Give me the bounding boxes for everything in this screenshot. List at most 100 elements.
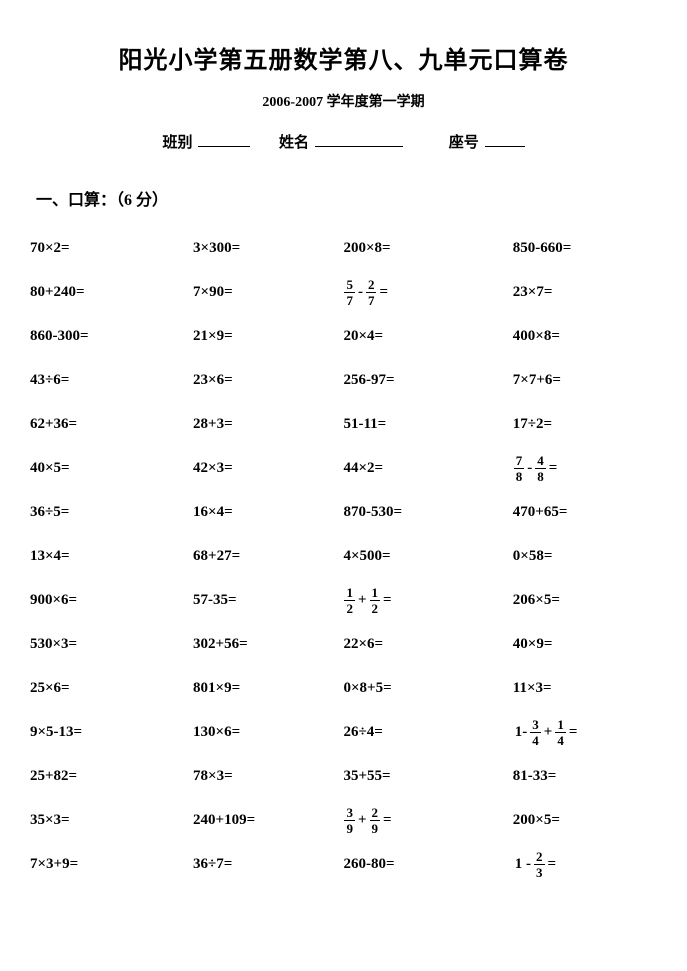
problem-cell: 470+65= <box>513 490 657 534</box>
problem-cell: 28+3= <box>193 402 343 446</box>
problem-fraction-expr: 57 - 27 = <box>343 278 390 307</box>
table-row: 62+36=28+3=51-11=17÷2= <box>30 402 657 446</box>
problem-text: 43÷6= <box>30 372 69 389</box>
problem-cell: 260-80= <box>343 842 512 886</box>
problem-cell: 22×6= <box>343 622 512 666</box>
problem-cell: 860-300= <box>30 314 193 358</box>
problem-cell: 78 - 48 = <box>513 446 657 490</box>
problem-cell: 57 - 27 = <box>343 270 512 314</box>
problem-text: 20×4= <box>343 328 383 345</box>
fraction: 23 <box>534 850 545 879</box>
problem-cell: 35+55= <box>343 754 512 798</box>
problem-cell: 12 + 12 = <box>343 578 512 622</box>
problem-text: 9×5-13= <box>30 724 82 741</box>
problems-table: 70×2=3×300=200×8=850-660=80+240=7×90=57 … <box>30 226 657 886</box>
problem-text: 80+240= <box>30 284 85 301</box>
problem-cell: 4×500= <box>343 534 512 578</box>
operator-text: = <box>381 812 394 829</box>
operator-text: = <box>567 724 580 741</box>
problem-text: 256-97= <box>343 372 394 389</box>
worksheet-page: 阳光小学第五册数学第八、九单元口算卷 2006-2007 学年度第一学期 班别 … <box>0 0 687 926</box>
table-row: 35×3= 240+109= 39 + 29 = 200×5= <box>30 798 657 842</box>
fraction: 12 <box>344 586 355 615</box>
problem-cell: 1- 34 + 14 = <box>513 710 657 754</box>
problem-cell: 42×3= <box>193 446 343 490</box>
class-blank[interactable] <box>198 132 250 147</box>
problem-cell: 13×4= <box>30 534 193 578</box>
problem-text: 70×2= <box>30 240 70 257</box>
problem-cell: 400×8= <box>513 314 657 358</box>
problem-cell: 23×6= <box>193 358 343 402</box>
table-row: 25×6=801×9=0×8+5=11×3= <box>30 666 657 710</box>
problem-cell: 0×8+5= <box>343 666 512 710</box>
problem-text: 23×6= <box>193 372 233 389</box>
problem-text: 21×9= <box>193 328 233 345</box>
problem-cell: 130×6= <box>193 710 343 754</box>
problem-cell: 870-530= <box>343 490 512 534</box>
problem-text: 78×3= <box>193 768 233 785</box>
problem-fraction-expr: 39 + 29 = <box>343 806 393 835</box>
problem-cell: 80+240= <box>30 270 193 314</box>
problem-text: 870-530= <box>343 504 402 521</box>
problem-text: 0×8+5= <box>343 680 391 697</box>
problem-text: 13×4= <box>30 548 70 565</box>
problem-fraction-expr: 78 - 48 = <box>513 454 560 483</box>
problem-text: 28+3= <box>193 416 233 433</box>
table-row: 900×6=57-35=12 + 12 =206×5= <box>30 578 657 622</box>
problem-text: 40×9= <box>513 636 553 653</box>
operator-text: - <box>525 460 534 477</box>
problem-text: 7×7+6= <box>513 372 561 389</box>
operator-text: = <box>377 284 390 301</box>
table-row: 80+240=7×90=57 - 27 =23×7= <box>30 270 657 314</box>
problem-text: 42×3= <box>193 460 233 477</box>
table-row: 530×3= 302+56= 22×6= 40×9= <box>30 622 657 666</box>
problem-cell: 530×3= <box>30 622 193 666</box>
fraction: 29 <box>370 806 381 835</box>
seat-blank[interactable] <box>485 132 525 147</box>
problem-text: 35×3= <box>30 812 70 829</box>
table-row: 13×4= 68+27=4×500=0×58= <box>30 534 657 578</box>
problem-cell: 9×5-13= <box>30 710 193 754</box>
fraction: 27 <box>366 278 377 307</box>
problem-cell: 11×3= <box>513 666 657 710</box>
fraction: 57 <box>344 278 355 307</box>
problem-text: 22×6= <box>343 636 383 653</box>
fraction: 78 <box>514 454 525 483</box>
problem-text: 0×58= <box>513 548 553 565</box>
problem-text: 16×4= <box>193 504 233 521</box>
problem-text: 200×8= <box>343 240 390 257</box>
problem-cell: 81-33= <box>513 754 657 798</box>
problem-text: 26÷4= <box>343 724 382 741</box>
problem-text: 7×3+9= <box>30 856 78 873</box>
table-row: 40×5=42×3=44×2=78 - 48 = <box>30 446 657 490</box>
problem-cell: 21×9= <box>193 314 343 358</box>
problem-text: 206×5= <box>513 592 560 609</box>
student-info-row: 班别 姓名 座号 <box>30 131 657 152</box>
problem-cell: 62+36= <box>30 402 193 446</box>
section-heading: 一、口算：（6 分） <box>36 186 657 210</box>
fraction: 48 <box>535 454 546 483</box>
problem-text: 200×5= <box>513 812 560 829</box>
problem-text: 25+82= <box>30 768 77 785</box>
problem-cell: 51-11= <box>343 402 512 446</box>
problem-cell: 57-35= <box>193 578 343 622</box>
name-blank[interactable] <box>315 132 403 147</box>
problem-text: 240+109= <box>193 812 255 829</box>
problem-cell: 7×3+9= <box>30 842 193 886</box>
operator-text: 1- <box>513 724 530 741</box>
table-row: 7×3+9=36÷7=260-80=1 - 23 = <box>30 842 657 886</box>
problem-text: 11×3= <box>513 680 552 697</box>
problem-text: 36÷7= <box>193 856 232 873</box>
problem-text: 302+56= <box>193 636 248 653</box>
problem-cell: 39 + 29 = <box>343 798 512 842</box>
problem-text: 860-300= <box>30 328 89 345</box>
problem-cell: 40×9= <box>513 622 657 666</box>
problem-fraction-expr: 12 + 12 = <box>343 586 393 615</box>
problem-text: 44×2= <box>343 460 383 477</box>
problem-cell: 35×3= <box>30 798 193 842</box>
problem-cell: 68+27= <box>193 534 343 578</box>
table-row: 36÷5=16×4=870-530=470+65= <box>30 490 657 534</box>
problem-text: 530×3= <box>30 636 77 653</box>
fraction: 14 <box>555 718 566 747</box>
table-row: 43÷6= 23×6= 256-97= 7×7+6= <box>30 358 657 402</box>
